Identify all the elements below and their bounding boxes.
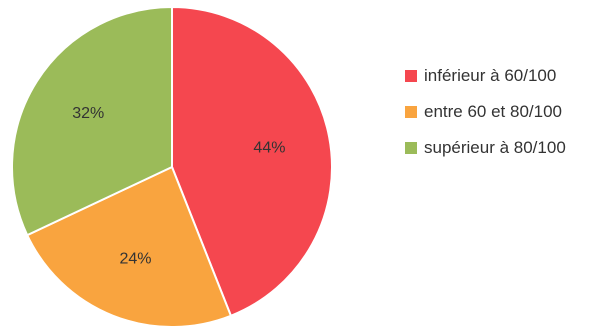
legend-item-entre-60-80: entre 60 et 80/100: [405, 102, 605, 122]
legend-label: entre 60 et 80/100: [424, 102, 563, 121]
legend-item-inferieur-60: inférieur à 60/100: [405, 66, 605, 86]
pie-chart-svg: 44% 24% 32%: [11, 5, 333, 326]
legend-swatch: [405, 142, 417, 154]
legend: inférieur à 60/100 entre 60 et 80/100 su…: [405, 66, 605, 174]
pie-value-labels: 44% 24% 32%: [72, 105, 285, 267]
legend-item-superieur-80: supérieur à 80/100: [405, 138, 605, 158]
legend-swatch: [405, 106, 417, 118]
legend-label: supérieur à 80/100: [424, 138, 566, 157]
slice-superieur-80: [11, 5, 173, 237]
slice-entre-60-80: [25, 165, 233, 326]
value-label-inferieur-60: 44%: [253, 140, 285, 157]
legend-label: inférieur à 60/100: [424, 66, 557, 85]
pie-slices: [11, 5, 333, 326]
value-label-entre-60-80: 24%: [119, 250, 151, 267]
legend-swatch: [405, 70, 417, 82]
slice-inferieur-60: [171, 5, 333, 318]
value-label-superieur-80: 32%: [72, 105, 104, 122]
